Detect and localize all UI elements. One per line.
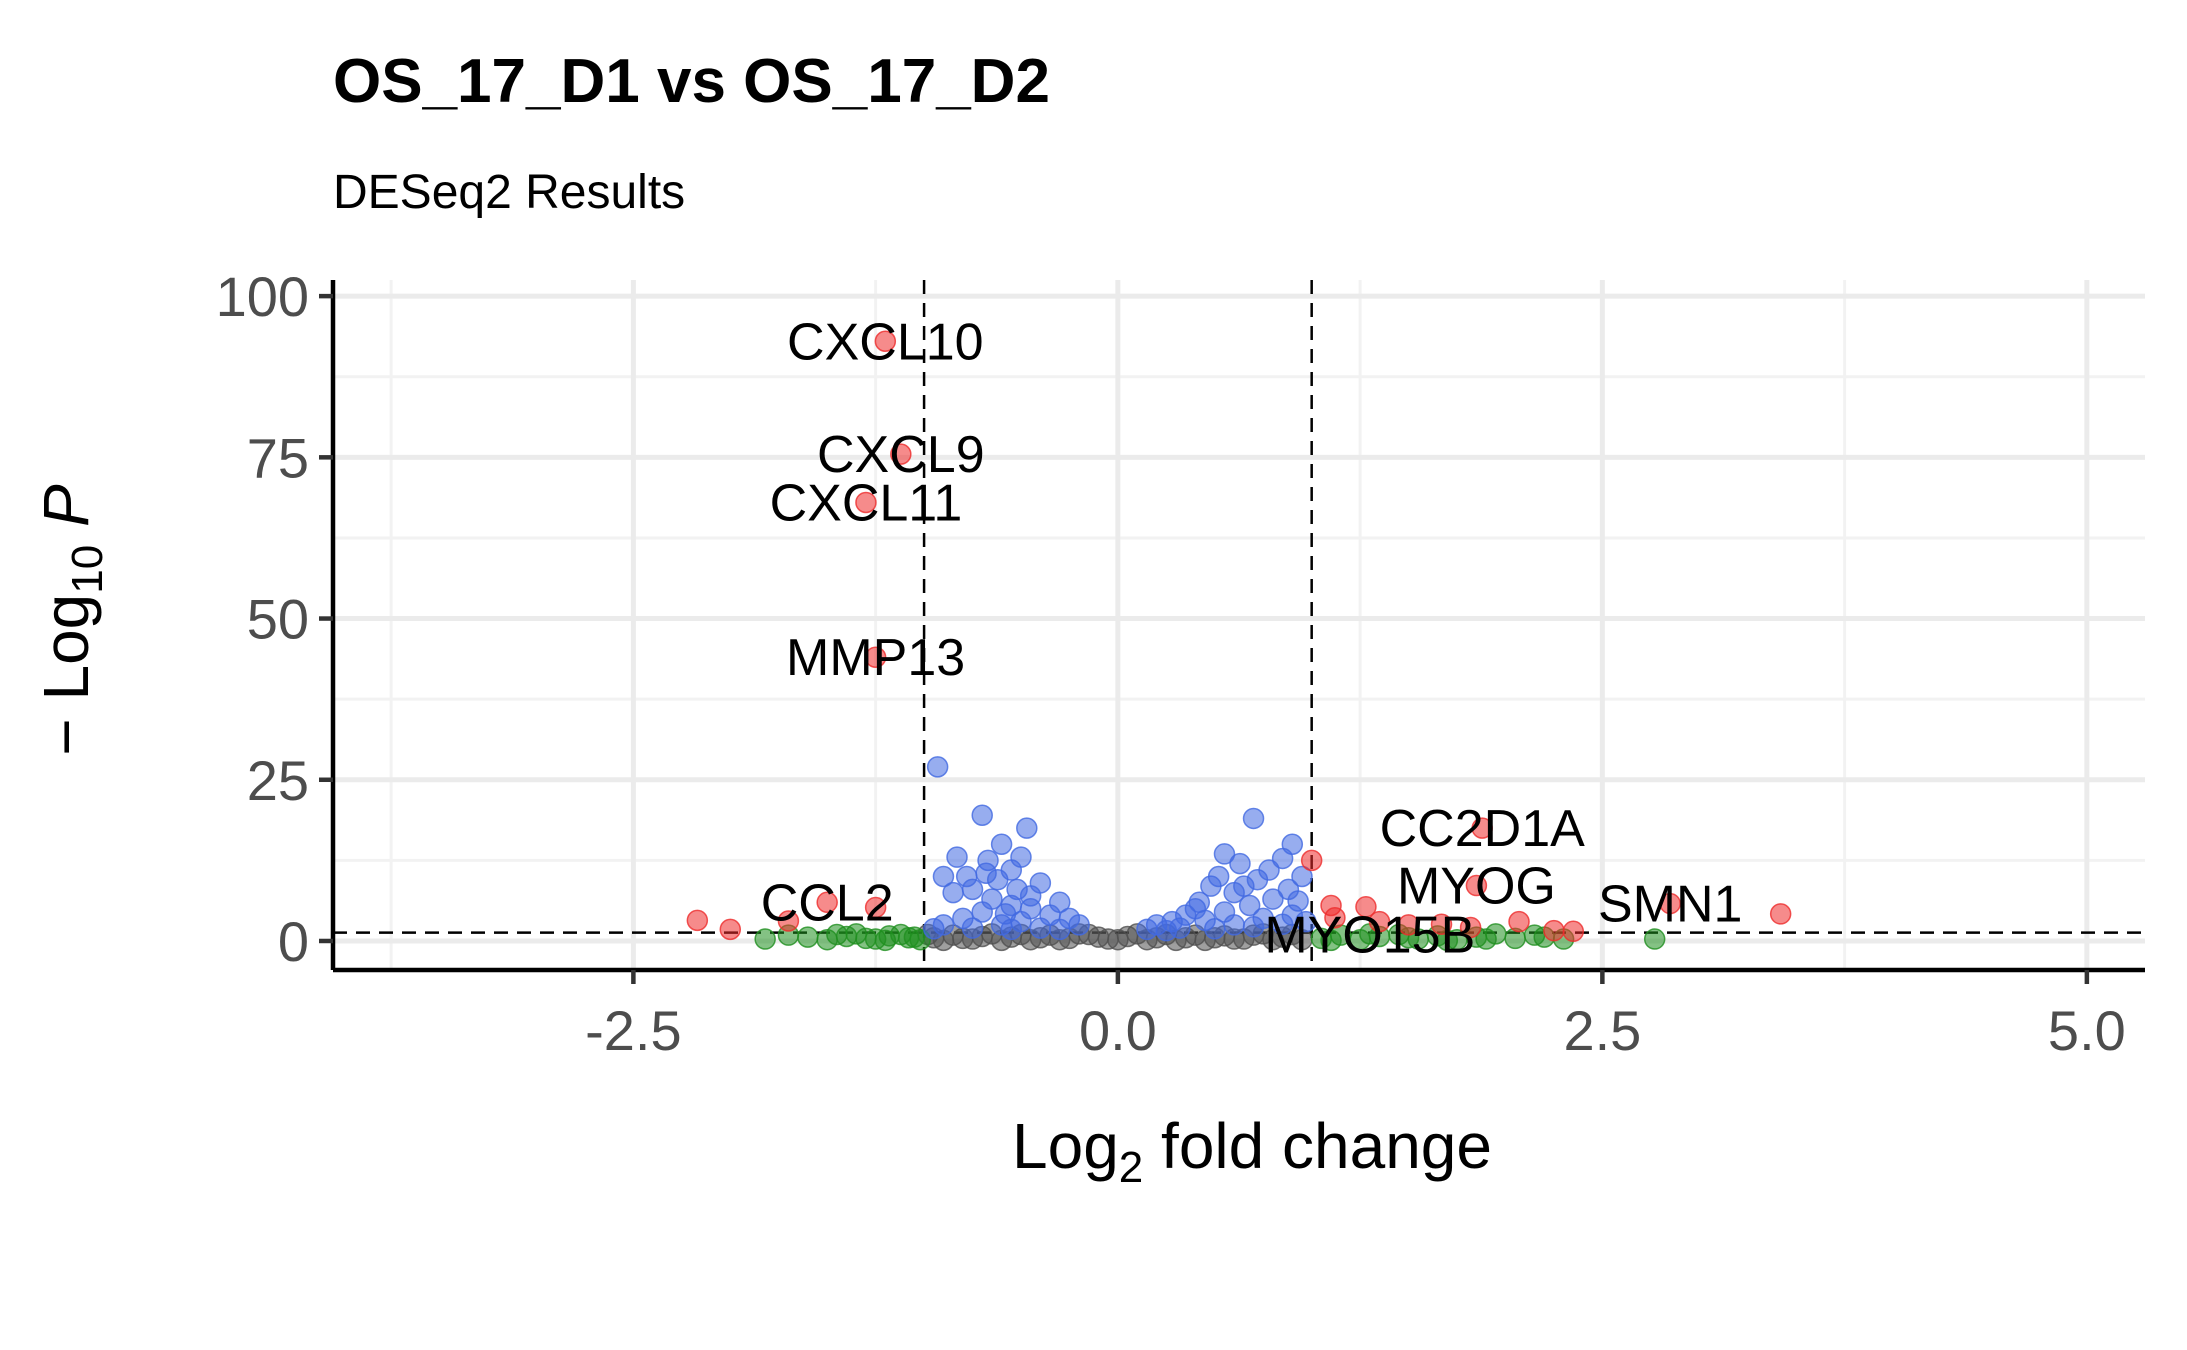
point-p-value-and-log2fc (1368, 910, 1391, 933)
y-tick-label: 0 (278, 910, 309, 973)
point-p-value (1048, 918, 1071, 941)
point-p-value (990, 833, 1013, 856)
point-p-value-and-log2fc (686, 909, 709, 932)
point-p-value (1016, 817, 1038, 839)
point-ns (1262, 928, 1284, 951)
y-axis-title: − Log10 P (30, 484, 112, 756)
point-p-value (955, 865, 978, 888)
point-p-value (961, 917, 984, 939)
point-p-value-and-log2fc (1543, 919, 1565, 942)
point-p-value (1271, 913, 1294, 935)
point-ns (1107, 928, 1129, 951)
point-p-value (1238, 894, 1261, 917)
point-p-value (1242, 916, 1265, 938)
point-p-value (975, 862, 997, 885)
gene-label: CXCL9 (817, 426, 985, 484)
y-tick-label: 75 (247, 426, 309, 489)
point-p-value (1262, 888, 1284, 910)
gene-label: MYOG (1397, 858, 1556, 916)
point-p-value (1204, 917, 1226, 940)
point-p-value-and-log2fc (1562, 920, 1585, 943)
point-log2fc (835, 925, 858, 948)
x-tick-label: 5.0 (2048, 999, 2126, 1062)
point-p-value-and-log2fc (1355, 896, 1377, 918)
point-p-value-and-log2fc (874, 330, 897, 353)
point-p-value (1019, 897, 1042, 920)
point-p-value (1068, 914, 1090, 936)
point-p-value (1006, 878, 1028, 901)
point-p-value (1213, 843, 1236, 865)
gene-label: MYO15B (1264, 907, 1475, 965)
point-ns (1087, 926, 1110, 948)
point-p-value (971, 901, 993, 923)
point-p-value-and-log2fc (1471, 817, 1493, 839)
point-p-value (926, 756, 949, 778)
point-p-value (1155, 919, 1178, 942)
point-p-value (994, 903, 1017, 925)
point-p-value (1029, 917, 1052, 939)
point-p-value (946, 846, 968, 868)
point-p-value-and-log2fc (1465, 874, 1488, 897)
point-p-value (1200, 875, 1222, 897)
gene-label: CXCL10 (787, 313, 984, 371)
point-p-value-and-log2fc (1659, 892, 1681, 915)
x-axis-title: Log2 fold change (1012, 1110, 1492, 1192)
point-p-value (1233, 875, 1255, 897)
point-p-value-and-log2fc (1300, 849, 1323, 872)
point-p-value (1229, 852, 1251, 875)
point-p-value (1188, 891, 1211, 914)
point-p-value-and-log2fc (890, 443, 912, 465)
point-p-value-and-log2fc (1324, 907, 1346, 929)
y-tick-label: 50 (247, 588, 309, 651)
data-points (686, 330, 1792, 952)
point-p-value (1291, 865, 1313, 888)
point-log2fc (816, 928, 838, 951)
point-p-value-and-log2fc (1459, 916, 1482, 939)
point-p-value (1223, 914, 1245, 936)
point-p-value-and-log2fc (816, 891, 838, 914)
point-log2fc (874, 929, 897, 952)
point-p-value-and-log2fc (777, 910, 800, 932)
point-p-value (1271, 847, 1294, 870)
chart-subtitle: DESeq2 Results (333, 166, 685, 219)
gene-label: CC2D1A (1380, 800, 1585, 858)
point-p-value (971, 804, 993, 826)
y-tick-label: 100 (216, 265, 309, 328)
point-log2fc (903, 926, 926, 948)
point-p-value-and-log2fc (1397, 914, 1420, 936)
x-tick-label: 0.0 (1079, 999, 1157, 1062)
point-p-value (923, 917, 945, 940)
point-log2fc (754, 928, 776, 950)
point-log2fc (1643, 928, 1666, 950)
point-p-value-and-log2fc (864, 646, 887, 668)
point-p-value-and-log2fc (719, 918, 742, 941)
x-tick-label: -2.5 (585, 999, 682, 1062)
gene-label: CXCL11 (770, 474, 963, 532)
point-p-value (1295, 910, 1317, 933)
point-p-value-and-log2fc (864, 896, 887, 919)
chart-title: OS_17_D1 vs OS_17_D2 (333, 47, 1050, 116)
gene-label: SMN1 (1598, 876, 1742, 934)
point-p-value (932, 865, 955, 888)
point-log2fc (1475, 928, 1497, 950)
point-p-value-and-log2fc (1508, 910, 1530, 933)
x-tick-label: 2.5 (1563, 999, 1641, 1062)
point-p-value (1136, 918, 1158, 941)
gene-label: CCL2 (761, 874, 894, 932)
y-tick-label: 25 (247, 749, 309, 812)
point-log2fc (1320, 929, 1342, 952)
point-p-value (942, 881, 964, 904)
point-p-value-and-log2fc (855, 491, 877, 514)
point-p-value-and-log2fc (1430, 913, 1453, 935)
point-p-value-and-log2fc (1769, 903, 1792, 925)
axes: -2.5 0.0 2.5 5.0 0 25 50 75 100 (216, 265, 2145, 1062)
point-p-value (1242, 807, 1265, 830)
gene-label: MMP13 (786, 629, 965, 687)
